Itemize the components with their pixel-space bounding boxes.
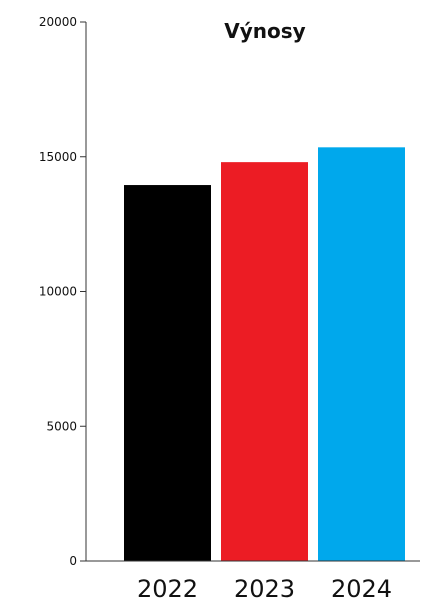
y-tick-label: 5000 — [46, 419, 77, 433]
x-axis: 2022 2023 2024 — [86, 560, 420, 600]
y-tick-label: 20000 — [39, 15, 77, 29]
y-axis: 0 5000 10000 15000 20000 — [39, 15, 87, 568]
x-category-label: 2022 — [137, 575, 198, 600]
bar-2024 — [318, 147, 405, 561]
bars — [124, 147, 405, 562]
x-category-label: 2024 — [331, 575, 392, 600]
y-tick-label: 10000 — [39, 285, 77, 299]
bar-2023 — [221, 162, 308, 561]
y-tick-label: 15000 — [39, 150, 77, 164]
x-category-label: 2023 — [234, 575, 295, 600]
chart-title: Výnosy — [224, 19, 305, 43]
bar-2022 — [124, 185, 211, 562]
y-tick-label: 0 — [69, 554, 77, 568]
